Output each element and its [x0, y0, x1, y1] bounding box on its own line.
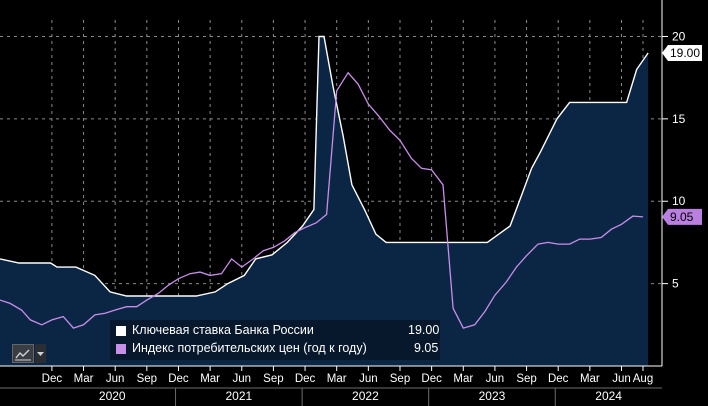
x-tick-label: Sep: [137, 373, 157, 385]
badge-cpi: 9.05: [662, 209, 702, 225]
y-tick-label: 10: [672, 194, 686, 208]
badge-key-rate-text: 19.00: [670, 46, 700, 60]
legend-item-cpi: Индекс потребительских цен (год к году) …: [116, 341, 442, 357]
year-label: 2021: [225, 389, 252, 403]
x-tick-label: Mar: [453, 373, 473, 385]
x-tick-label: Jun: [359, 373, 378, 385]
year-label: 2020: [99, 389, 126, 403]
legend-swatch-key-rate: [116, 326, 126, 336]
legend-label-cpi: Индекс потребительских цен (год к году): [132, 341, 367, 355]
x-tick-label: Mar: [327, 373, 347, 385]
key-rate-area: [0, 37, 648, 367]
y-tick-label: 5: [672, 277, 679, 291]
y-tick-label: 20: [672, 29, 686, 43]
chevron-down-icon[interactable]: [35, 344, 46, 363]
x-tick-label: Aug: [633, 373, 653, 385]
x-tick-label: Jun: [612, 373, 631, 385]
x-tick-label: Jun: [106, 373, 125, 385]
x-tick-label: Sep: [263, 373, 283, 385]
badge-key-rate: 19.00: [662, 45, 702, 61]
legend-label-key-rate: Ключевая ставка Банка России: [132, 323, 314, 337]
x-tick-label: Sep: [516, 373, 536, 385]
x-tick-label: Jun: [232, 373, 251, 385]
line-chart-icon[interactable]: [12, 344, 34, 363]
x-tick-label: Dec: [295, 373, 316, 385]
x-tick-label: Dec: [168, 373, 189, 385]
x-axis: Dec Mar Jun Sep Dec Mar Jun Sep Dec Mar Jun Sep Dec M…: [0, 366, 662, 406]
legend: Ключевая ставка Банка России 19.00 Индек…: [110, 320, 440, 360]
x-tick-label: Mar: [200, 373, 220, 385]
x-tick-label: Mar: [580, 373, 600, 385]
legend-swatch-cpi: [116, 344, 126, 354]
chart-type-selector[interactable]: [12, 344, 46, 364]
legend-item-key-rate: Ключевая ставка Банка России 19.00: [116, 323, 442, 339]
year-label: 2023: [479, 389, 506, 403]
y-tick-label: 15: [672, 112, 686, 126]
key-rate-fill: [0, 37, 648, 367]
year-label: 2024: [595, 389, 622, 403]
x-tick-label: Dec: [548, 373, 569, 385]
legend-value-cpi: 9.05: [414, 341, 438, 355]
x-tick-label: Sep: [390, 373, 410, 385]
x-tick-label: Dec: [421, 373, 442, 385]
x-tick-label: Dec: [42, 373, 63, 385]
legend-value-key-rate: 19.00: [408, 323, 439, 337]
x-tick-label: Mar: [74, 373, 94, 385]
x-tick-label: Jun: [486, 373, 505, 385]
year-label: 2022: [352, 389, 379, 403]
badge-cpi-text: 9.05: [670, 210, 694, 224]
